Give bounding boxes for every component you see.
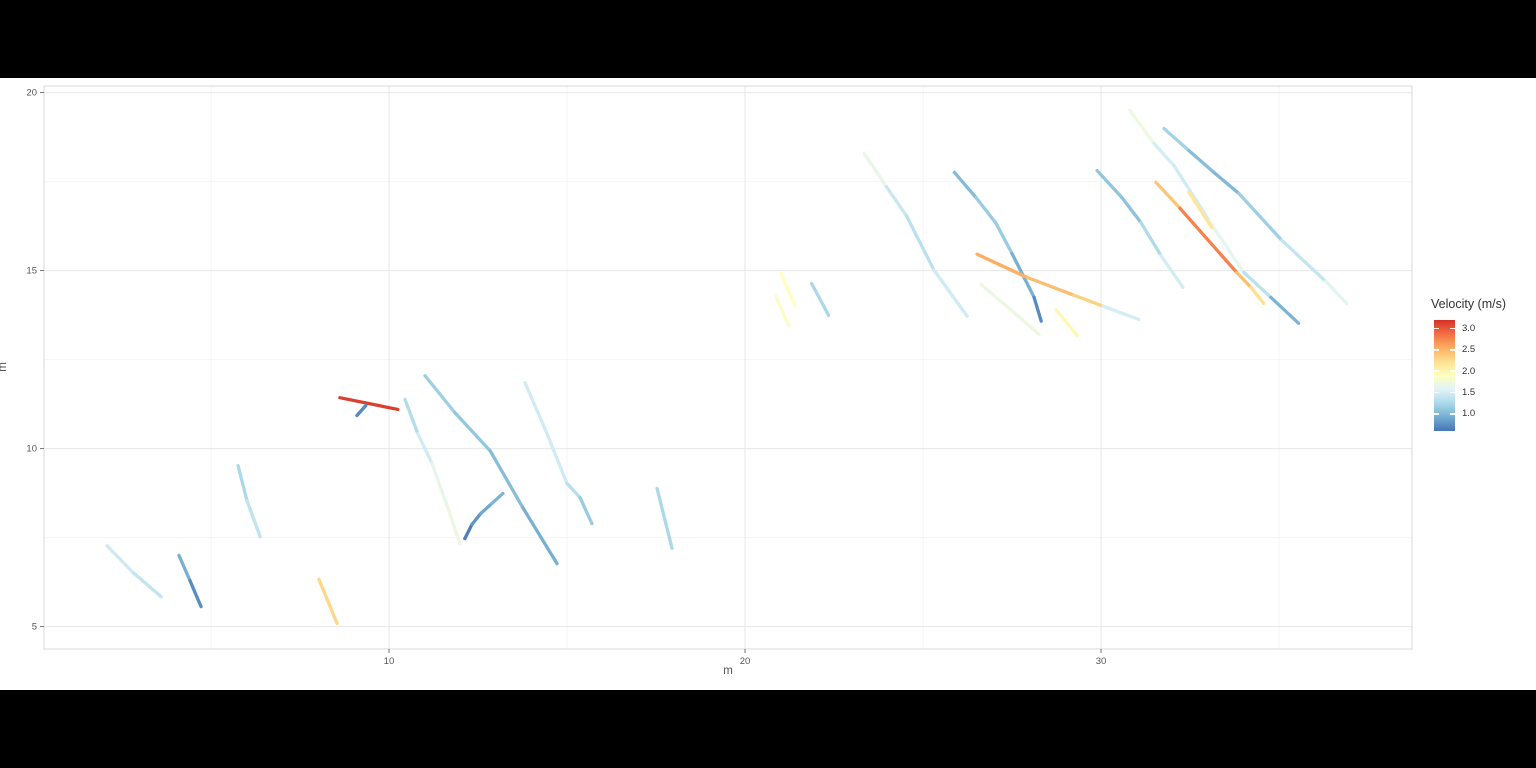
track-line [1162,126,1191,153]
track-line [578,496,594,526]
track-line [521,506,559,566]
legend-tick-label: 1.0 [1462,408,1476,420]
y-axis-title: m [0,362,9,372]
track-line [904,213,936,272]
track-line [1269,295,1301,325]
track-line [338,396,400,412]
track-line [403,397,420,436]
track-line [655,486,674,550]
legend-colorbar [1434,320,1455,431]
track-line [884,184,908,218]
track-line [1139,220,1163,257]
x-tick-label: 10 [384,656,395,667]
legend-tick-dash [1450,327,1455,330]
track-line [1025,275,1076,297]
track-line [1187,190,1214,230]
track-line [1152,141,1176,168]
legend-tick-dash [1434,327,1439,330]
legend-tick-dash [1450,349,1455,351]
track-line [355,403,368,418]
track-line [1323,279,1349,306]
y-tick-label: 20 [26,88,37,99]
x-tick-label: 30 [1096,656,1107,667]
track-line [994,221,1014,256]
track-line [488,449,525,510]
track-line [1178,206,1209,241]
track-line [952,170,978,200]
track-line [1120,195,1143,225]
track-line [1054,308,1079,338]
panel-border [43,85,1413,650]
track-line [1095,168,1124,200]
track-line [862,151,888,189]
track-line [317,577,339,626]
track-line [1237,191,1284,242]
track-line [1207,218,1246,275]
legend-tick-label: 2.0 [1462,365,1476,377]
track-line [773,294,791,328]
track-line [523,381,547,431]
track-line [1205,236,1239,275]
track-line [975,252,1029,280]
track-line [445,503,462,546]
track-line [1007,306,1041,336]
track-line [416,431,434,466]
legend-title: Velocity (m/s) [1431,297,1507,311]
x-axis-title: m [723,665,733,677]
legend-tick-dash [1434,413,1439,415]
legend-tick-dash [1450,370,1455,372]
figure-canvas: 10 20 30 5 10 15 20 m m Velocity (m/s) 1.0 1.5 2… [0,78,1536,690]
track-line [453,410,492,453]
legend-tick-label: 3.0 [1462,323,1476,335]
track-line [423,373,457,415]
track-line [430,461,449,508]
track-line [1212,170,1241,195]
legend-tick-label: 1.5 [1462,387,1476,399]
track-line [778,270,797,307]
x-tick-label: 20 [740,656,751,667]
track-line [479,501,494,516]
legend-tick-dash [1450,391,1455,394]
track-line [236,464,249,503]
legend-tick-dash [1434,391,1439,394]
track-line [1249,285,1266,306]
track-line [1032,295,1043,323]
track-line [105,544,135,575]
track-line [177,553,192,583]
track-line [1234,270,1253,289]
track-line [1072,293,1108,309]
track-line [974,195,998,225]
track-line [470,511,483,527]
track-line [490,491,505,506]
track-line [1242,270,1273,299]
track-line [1154,180,1182,210]
legend-tick-dash [1450,413,1455,415]
track-line [463,522,474,541]
y-tick-label: 10 [26,444,37,455]
track-line [1159,253,1185,289]
velocity-track-plot: 10 20 30 5 10 15 20 [26,85,1413,667]
track-line [188,579,203,609]
track-line [245,498,262,539]
y-tick-label: 15 [26,266,37,277]
track-line [565,481,582,500]
y-tick-label: 5 [32,622,37,633]
legend-tick-label: 2.5 [1462,344,1476,356]
track-line [131,570,163,599]
legend-tick-dash [1434,349,1439,351]
track-line [1128,108,1156,146]
track-line [543,427,569,486]
track-line [932,268,969,318]
legend-tick-dash [1434,370,1439,372]
track-line [1101,304,1141,322]
track-line [1280,238,1328,283]
track-line [809,281,831,318]
track-line [1187,148,1216,174]
track-line [979,282,1011,310]
